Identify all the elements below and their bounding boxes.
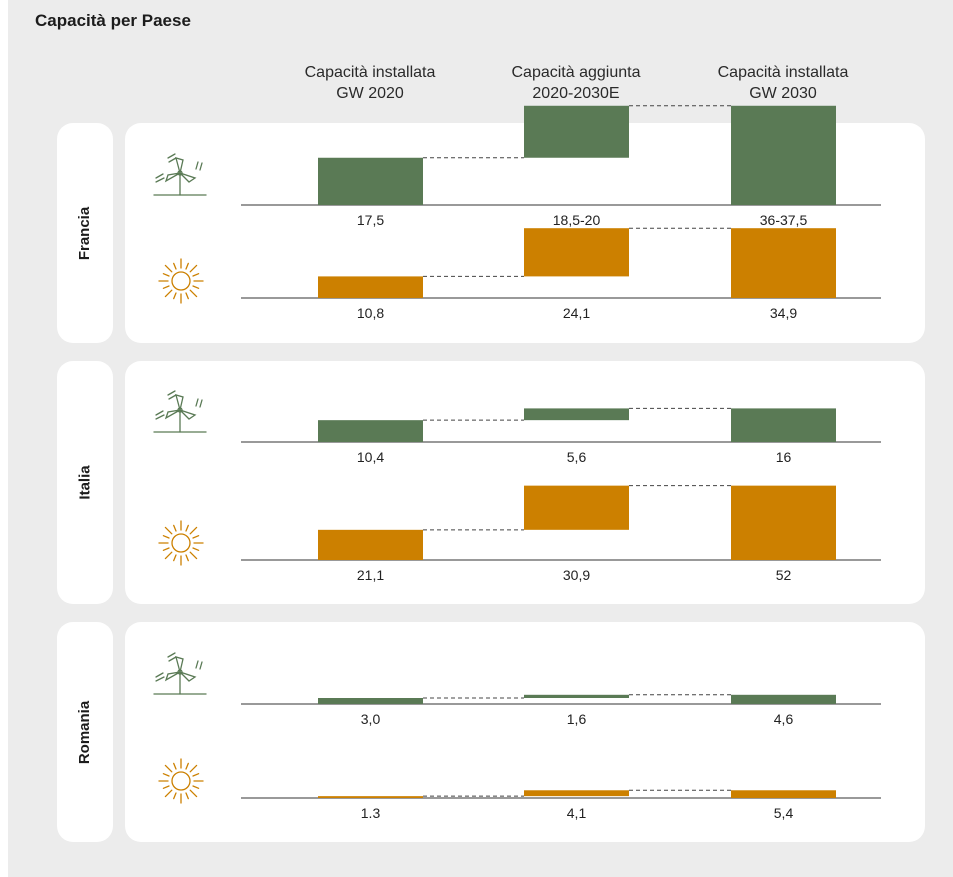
bar-installed-2020 [318,157,423,205]
column-header-line: GW 2030 [749,85,817,102]
bar-installed-2030 [731,228,836,298]
data-label: 36-37,5 [760,212,808,228]
column-header-line: Capacità aggiunta [511,64,641,81]
data-label: 1.3 [361,805,381,821]
chart-card-italia [125,361,925,604]
data-label: 10,4 [357,449,384,465]
bar-added-capacity [524,105,629,158]
bar-installed-2030 [731,408,836,442]
data-label: 17,5 [357,212,384,228]
column-header-line: GW 2020 [336,85,404,102]
data-label: 24,1 [563,305,590,321]
bar-installed-2030 [731,485,836,560]
data-label: 1,6 [567,711,587,727]
wind-turbine-icon [153,390,207,433]
bar-installed-2020 [318,529,423,560]
chart-card-romania [125,622,925,842]
country-card-francia: Francia [57,123,113,343]
column-header-line: Capacità installata [717,64,849,81]
bar-added-capacity [524,694,629,698]
data-label: 21,1 [357,567,384,583]
bar-installed-2030 [731,105,836,205]
data-label: 52 [776,567,792,583]
bar-installed-2020 [318,796,423,798]
bar-added-capacity [524,228,629,277]
bar-installed-2020 [318,276,423,298]
data-label: 3,0 [361,711,381,727]
bar-added-capacity [524,485,629,530]
data-label: 5,6 [567,449,587,465]
page-title: Capacità per Paese [35,11,191,30]
sun-icon [158,258,204,304]
data-label: 5,4 [774,805,794,821]
bar-added-capacity [524,790,629,797]
bar-installed-2020 [318,698,423,704]
column-header-line: Capacità installata [304,64,436,81]
data-label: 4,1 [567,805,587,821]
data-label: 4,6 [774,711,794,727]
sun-icon [158,758,204,804]
bar-installed-2030 [731,790,836,798]
data-label: 10,8 [357,305,384,321]
bar-installed-2030 [731,694,836,704]
column-header-line: 2020-2030E [532,85,620,102]
wind-turbine-icon [153,153,207,196]
column-header-installed-2030: Capacità installata GW 2030 [683,62,883,104]
data-label: 16 [776,449,792,465]
wind-turbine-icon [153,652,207,695]
data-label: 30,9 [563,567,590,583]
country-card-romania: Romania [57,622,113,842]
bar-added-capacity [524,408,629,421]
data-label: 34,9 [770,305,797,321]
bar-installed-2020 [318,420,423,442]
country-card-italia: Italia [57,361,113,604]
sun-icon [158,520,204,566]
column-header-added: Capacità aggiunta 2020-2030E [476,62,676,104]
column-header-installed-2020: Capacità installata GW 2020 [270,62,470,104]
data-label: 18,5-20 [553,212,601,228]
